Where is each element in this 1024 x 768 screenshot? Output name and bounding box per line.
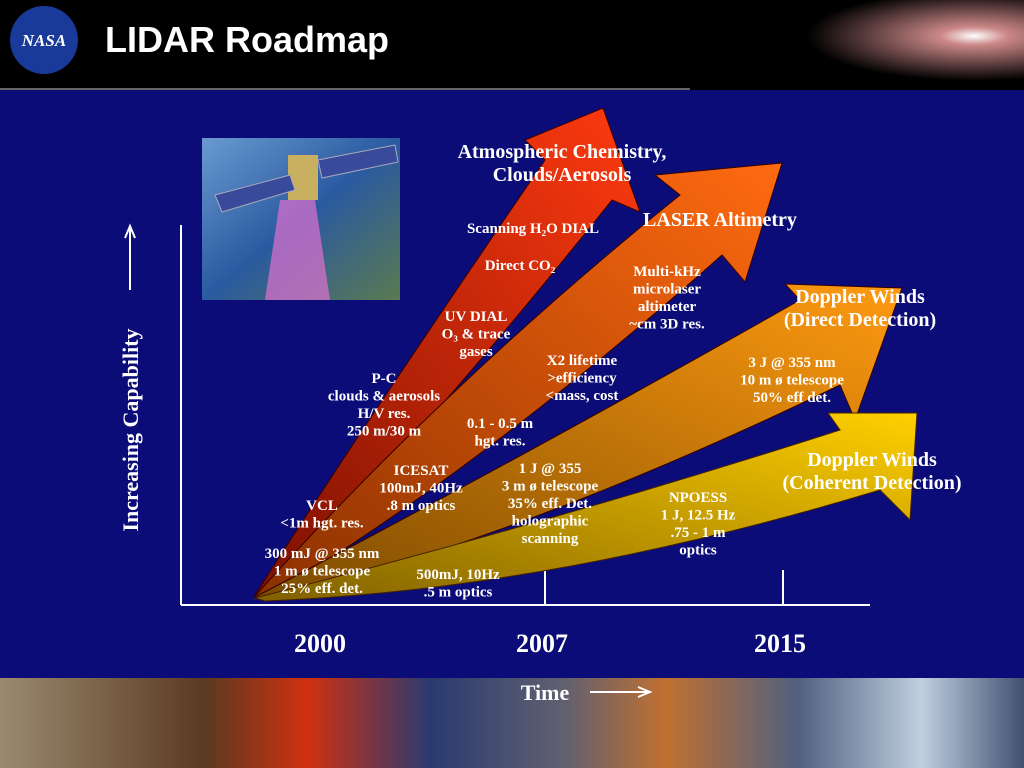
note: 50% eff det. <box>753 390 831 406</box>
note: UV DIAL <box>445 309 508 325</box>
note: microlaser <box>633 282 701 298</box>
heading: Atmospheric Chemistry, <box>458 141 667 163</box>
note: >efficiency <box>547 371 617 387</box>
note: Multi-kHz <box>633 264 701 280</box>
satellite-image <box>202 138 400 300</box>
note: O₃ & trace <box>442 327 511 343</box>
note: optics <box>679 543 717 559</box>
note: 500mJ, 10Hz <box>416 567 500 583</box>
note: holographic <box>512 514 589 530</box>
note: H/V res. <box>358 406 411 422</box>
title: LIDAR Roadmap <box>105 19 389 60</box>
note: P-C <box>372 371 397 387</box>
note: 3 J @ 355 nm <box>748 355 836 371</box>
axes <box>124 223 870 698</box>
note: ICESAT <box>394 463 449 479</box>
heading: (Coherent Detection) <box>782 472 961 494</box>
note: 10 m ø telescope <box>740 373 844 389</box>
logo-text: NASA <box>21 31 66 50</box>
note: 0.1 - 0.5 m <box>467 416 534 432</box>
note: .8 m optics <box>387 498 456 514</box>
heading: Doppler Winds <box>795 286 925 308</box>
note: 1 J @ 355 <box>519 461 582 477</box>
heading: LASER Altimetry <box>643 209 797 231</box>
note: X2 lifetime <box>547 353 618 369</box>
note: Scanning H₂O DIAL <box>467 221 599 237</box>
note: Direct CO₂ <box>485 258 556 274</box>
note: hgt. res. <box>475 434 526 450</box>
heading: Clouds/Aerosols <box>493 164 632 186</box>
note: altimeter <box>638 299 697 315</box>
heading: (Direct Detection) <box>784 309 936 331</box>
year-label: 2000 <box>294 629 346 658</box>
note: 1 m ø telescope <box>274 564 371 580</box>
note: VCL <box>306 498 338 514</box>
note: 300 mJ @ 355 nm <box>265 546 380 562</box>
note: .5 m optics <box>424 585 493 601</box>
arrows <box>253 107 918 602</box>
note: NPOESS <box>669 490 727 506</box>
note: 25% eff. det. <box>281 581 363 597</box>
year-label: 2007 <box>516 629 568 658</box>
note: <1m hgt. res. <box>280 516 364 532</box>
note: scanning <box>522 531 579 547</box>
note: 1 J, 12.5 Hz <box>661 508 736 524</box>
note: .75 - 1 m <box>671 525 726 541</box>
note: 250 m/30 m <box>347 424 422 440</box>
note: ~cm 3D res. <box>629 317 705 333</box>
logo <box>10 6 78 74</box>
year-label: 2015 <box>754 629 806 658</box>
note: 100mJ, 40Hz <box>379 481 463 497</box>
note: clouds & aerosols <box>328 389 440 405</box>
heading: Doppler Winds <box>807 449 937 471</box>
note: 3 m ø telescope <box>502 479 599 495</box>
note: <mass, cost <box>546 388 619 404</box>
x-axis-label: Time <box>521 680 570 705</box>
header-image <box>690 0 1024 90</box>
note: 35% eff. Det. <box>508 496 592 512</box>
y-axis-label: Increasing Capability <box>118 328 143 531</box>
image-strip <box>0 678 1024 768</box>
note: gases <box>459 344 492 360</box>
